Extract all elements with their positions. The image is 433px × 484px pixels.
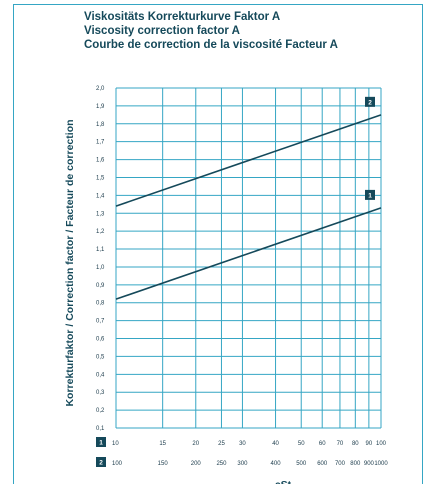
x-tick-label: 20	[192, 441, 199, 447]
series-lines: 12	[115, 96, 382, 300]
series-badge	[365, 189, 375, 200]
x-tick-label: 600	[317, 461, 328, 467]
x-axis-label: cSt	[275, 479, 292, 484]
x-tick-label: 250	[216, 461, 227, 467]
x-tick-label: 800	[350, 461, 361, 467]
x-tick-label: 100	[112, 461, 123, 467]
x-tick-label: 1000	[374, 461, 388, 467]
x-axis-badge	[96, 457, 106, 467]
x-tick-label: 60	[319, 441, 326, 447]
y-tick-label: 1,7	[96, 140, 105, 146]
y-tick-label: 1,0	[96, 265, 105, 271]
x-axis-badge	[96, 437, 106, 447]
x-tick-label: 25	[218, 441, 225, 447]
x-tick-label: 200	[191, 461, 202, 467]
series-badge	[365, 96, 375, 107]
x-tick-label: 500	[296, 461, 307, 467]
series-badge-label: 1	[368, 192, 372, 199]
chart-frame	[13, 4, 423, 484]
y-tick-label: 1,5	[96, 175, 105, 181]
y-tick-label: 0,3	[96, 390, 105, 396]
y-tick-label: 0,6	[96, 337, 105, 343]
x-tick-label: 50	[298, 441, 305, 447]
x-tick-label: 40	[272, 441, 279, 447]
series-line	[115, 114, 382, 207]
x-tick-label: 15	[159, 441, 166, 447]
chart-title: Viskositäts Korrekturkurve Faktor A Visc…	[84, 10, 338, 52]
x-tick-label: 70	[337, 441, 344, 447]
title-line-english: Viscosity correction factor A	[84, 25, 240, 37]
title-line-german: Viskositäts Korrekturkurve Faktor A	[84, 11, 281, 23]
y-tick-label: 1,9	[96, 104, 105, 110]
y-tick-label: 0,1	[96, 426, 105, 432]
y-tick-label: 2,0	[96, 86, 105, 92]
y-tick-label: 1,8	[96, 122, 105, 128]
y-tick-label: 1,2	[96, 229, 105, 235]
y-tick-label: 1,1	[96, 247, 105, 253]
y-tick-labels: 0,1 0,2 0,3 0,4 0,5 0,6 0,7 0,8 0,9 1,0 1,1 1,2 1,3 1…	[96, 86, 105, 432]
y-tick-label: 0,5	[96, 354, 105, 360]
x-tick-label: 100	[376, 441, 387, 447]
x-axis-badge-label: 1	[99, 440, 103, 447]
y-tick-label: 1,3	[96, 211, 105, 217]
series-badge-label: 2	[368, 99, 372, 106]
series-line	[115, 207, 382, 300]
x-tick-label: 90	[366, 441, 373, 447]
x-tick-label: 80	[352, 441, 359, 447]
grid	[115, 87, 382, 429]
title-line-french: Courbe de correction de la viscosité Fac…	[84, 39, 338, 51]
y-tick-label: 0,4	[96, 372, 105, 378]
y-tick-label: 0,8	[96, 301, 105, 307]
x-tick-label: 900	[364, 461, 375, 467]
x-tick-label: 300	[237, 461, 248, 467]
y-tick-label: 0,2	[96, 408, 105, 414]
x-tick-label: 400	[271, 461, 282, 467]
x-tick-label: 700	[335, 461, 346, 467]
x-axis-badge-label: 2	[99, 460, 103, 467]
y-tick-label: 0,9	[96, 283, 105, 289]
x-tick-label: 150	[158, 461, 169, 467]
y-tick-label: 1,4	[96, 193, 105, 199]
y-tick-label: 1,6	[96, 158, 105, 164]
y-tick-label: 0,7	[96, 319, 105, 325]
x-tick-label: 30	[239, 441, 246, 447]
x-tick-label: 10	[112, 441, 119, 447]
